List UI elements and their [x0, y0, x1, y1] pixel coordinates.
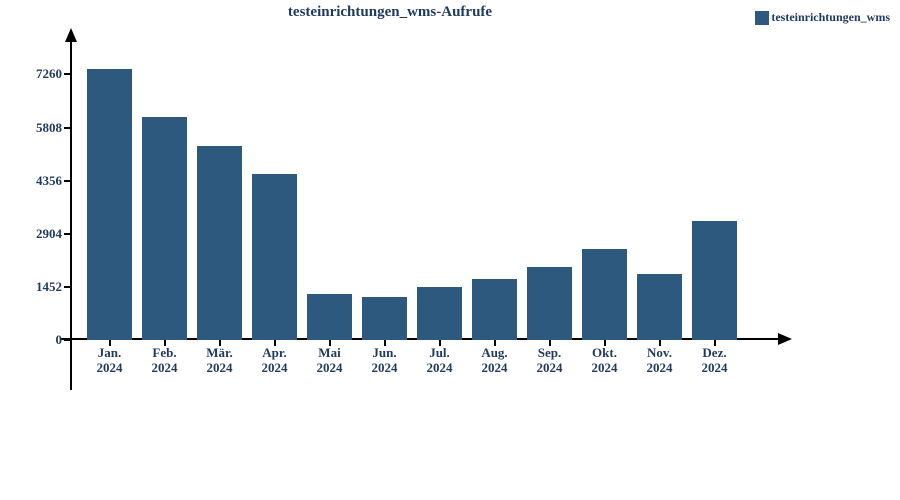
- plot-area: 014522904435658087260 Jan.2024Feb.2024Mä…: [70, 30, 790, 390]
- bar: [417, 287, 462, 340]
- bar: [197, 146, 242, 340]
- bar: [307, 294, 352, 340]
- chart-title: testeinrichtungen_wms-Aufrufe: [0, 4, 780, 21]
- bar: [362, 297, 407, 340]
- bar-slot: Mai2024: [302, 30, 357, 340]
- bar: [527, 267, 572, 340]
- x-axis-arrow-icon: [778, 333, 792, 345]
- x-tick-label: Mär.2024: [206, 346, 233, 376]
- bar-slot: Aug.2024: [467, 30, 522, 340]
- x-tick-label: Apr.2024: [262, 346, 288, 376]
- x-tick-label: Feb.2024: [152, 346, 178, 376]
- bar: [87, 69, 132, 340]
- bar-slot: Jun.2024: [357, 30, 412, 340]
- chart-container: testeinrichtungen_wms-Aufrufe testeinric…: [0, 0, 900, 500]
- bar: [472, 279, 517, 340]
- x-tick-label: Sep.2024: [537, 346, 563, 376]
- x-tick-label: Aug.2024: [481, 346, 507, 376]
- y-tick-label: 2904: [36, 226, 62, 242]
- y-tick-label: 4356: [36, 173, 62, 189]
- bars-group: Jan.2024Feb.2024Mär.2024Apr.2024Mai2024J…: [70, 30, 742, 340]
- y-tick-label: 7260: [36, 66, 62, 82]
- y-tick-label: 5808: [36, 120, 62, 136]
- bar-slot: Apr.2024: [247, 30, 302, 340]
- legend: testeinrichtungen_wms: [755, 10, 890, 25]
- bar-slot: Feb.2024: [137, 30, 192, 340]
- y-tick-label: 0: [56, 332, 63, 348]
- x-tick-label: Mai2024: [317, 346, 343, 376]
- bar-slot: Mär.2024: [192, 30, 247, 340]
- x-tick-label: Nov.2024: [647, 346, 673, 376]
- x-tick-label: Jul.2024: [427, 346, 453, 376]
- legend-swatch: [755, 11, 769, 25]
- x-tick-label: Dez.2024: [702, 346, 728, 376]
- bar-slot: Nov.2024: [632, 30, 687, 340]
- bar-slot: Okt.2024: [577, 30, 632, 340]
- bar: [252, 174, 297, 340]
- legend-label: testeinrichtungen_wms: [771, 10, 890, 25]
- bar: [582, 249, 627, 340]
- bar-slot: Sep.2024: [522, 30, 577, 340]
- bar-slot: Jan.2024: [82, 30, 137, 340]
- bar-slot: Jul.2024: [412, 30, 467, 340]
- y-tick-label: 1452: [36, 279, 62, 295]
- x-tick-label: Okt.2024: [592, 346, 618, 376]
- x-tick-label: Jan.2024: [97, 346, 123, 376]
- bar-slot: Dez.2024: [687, 30, 742, 340]
- bar: [692, 221, 737, 340]
- x-tick-label: Jun.2024: [372, 346, 398, 376]
- bar: [142, 117, 187, 340]
- bar: [637, 274, 682, 340]
